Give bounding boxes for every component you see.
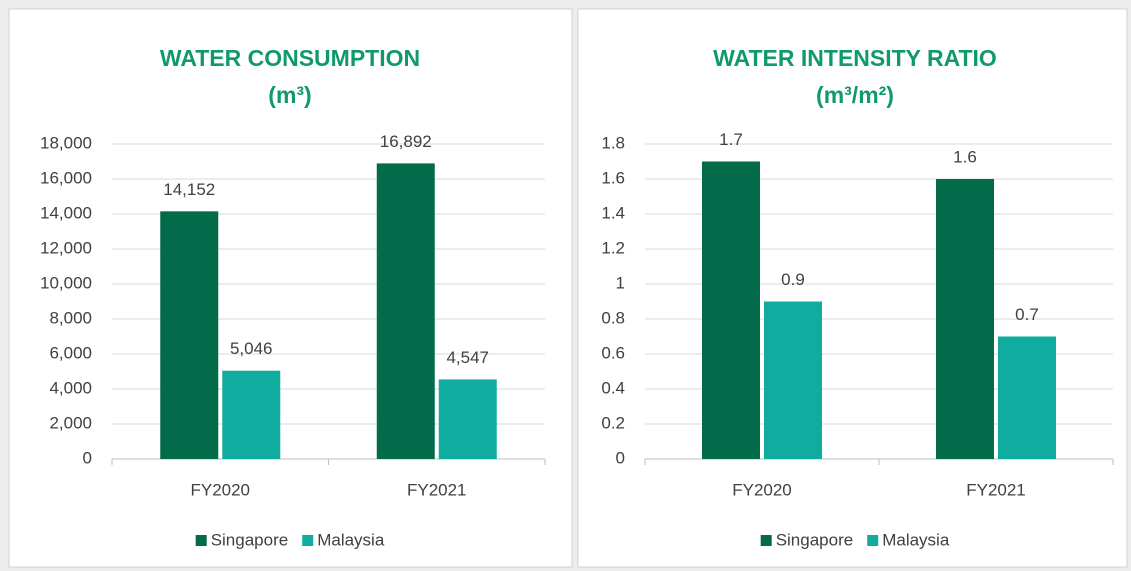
legend-swatch	[760, 535, 772, 546]
x-tick-label: FY2021	[407, 480, 467, 499]
y-tick-label: 0	[616, 448, 625, 467]
y-tick-label: 1.8	[601, 133, 625, 152]
panel	[8, 8, 573, 568]
y-tick-label: 0.6	[601, 343, 625, 362]
data-label: 5,046	[230, 339, 273, 358]
chart-title: WATER CONSUMPTION	[160, 45, 420, 71]
legend-label: Singapore	[776, 530, 854, 549]
y-tick-label: 10,000	[40, 273, 92, 292]
y-tick-label: 4,000	[49, 378, 92, 397]
legend-swatch	[867, 535, 879, 546]
bar	[160, 211, 219, 459]
legend-swatch	[195, 535, 207, 546]
data-label: 0.9	[781, 270, 805, 289]
legend-label: Malaysia	[882, 530, 950, 549]
chart-subtitle: (m³/m²)	[816, 82, 894, 108]
bar	[222, 370, 281, 459]
legend-label: Singapore	[211, 530, 289, 549]
bar	[998, 336, 1056, 459]
bar	[936, 179, 994, 459]
bar	[702, 161, 760, 459]
bar	[764, 301, 822, 459]
y-tick-label: 18,000	[40, 133, 92, 152]
data-label: 0.7	[1015, 305, 1039, 324]
y-tick-label: 6,000	[49, 343, 92, 362]
legend-label: Malaysia	[317, 530, 385, 549]
data-label: 14,152	[163, 180, 215, 199]
y-tick-label: 2,000	[49, 413, 92, 432]
y-tick-label: 1	[616, 273, 625, 292]
data-label: 1.6	[953, 147, 977, 166]
x-tick-label: FY2021	[966, 480, 1026, 499]
bar	[376, 163, 435, 459]
y-tick-label: 12,000	[40, 238, 92, 257]
y-tick-label: 1.4	[601, 203, 625, 222]
y-tick-label: 14,000	[40, 203, 92, 222]
y-tick-label: 0.8	[601, 308, 625, 327]
y-tick-label: 1.2	[601, 238, 625, 257]
panel	[577, 8, 1128, 568]
chart-subtitle: (m³)	[268, 82, 311, 108]
y-tick-label: 0.2	[601, 413, 625, 432]
y-tick-label: 16,000	[40, 168, 92, 187]
x-tick-label: FY2020	[190, 480, 250, 499]
y-tick-label: 1.6	[601, 168, 625, 187]
chart-title: WATER INTENSITY RATIO	[713, 45, 997, 71]
y-tick-label: 8,000	[49, 308, 92, 327]
data-label: 16,892	[380, 132, 432, 151]
bar	[438, 379, 497, 459]
x-tick-label: FY2020	[732, 480, 792, 499]
y-tick-label: 0.4	[601, 378, 625, 397]
data-label: 4,547	[446, 348, 489, 367]
y-tick-label: 0	[83, 448, 92, 467]
legend-swatch	[302, 535, 314, 546]
data-label: 1.7	[719, 130, 743, 149]
